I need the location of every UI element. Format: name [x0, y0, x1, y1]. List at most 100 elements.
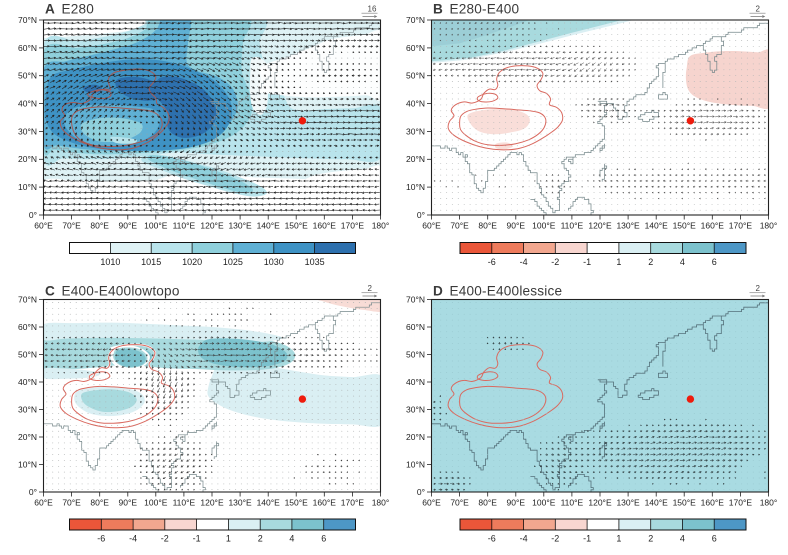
- svg-text:80°E: 80°E: [90, 221, 109, 231]
- svg-text:170°E: 170°E: [341, 498, 365, 508]
- svg-text:60°N: 60°N: [18, 322, 37, 332]
- svg-text:6: 6: [712, 534, 717, 544]
- svg-text:20°N: 20°N: [18, 432, 37, 442]
- svg-text:10°N: 10°N: [406, 459, 425, 469]
- svg-text:100°E: 100°E: [532, 498, 556, 508]
- svg-text:60°N: 60°N: [406, 43, 425, 53]
- svg-text:120°E: 120°E: [588, 498, 612, 508]
- svg-text:60°E: 60°E: [34, 221, 53, 231]
- svg-text:80°E: 80°E: [478, 498, 497, 508]
- svg-text:70°N: 70°N: [18, 294, 37, 304]
- svg-text:110°E: 110°E: [561, 498, 584, 508]
- svg-text:20°N: 20°N: [406, 154, 425, 164]
- svg-text:30°N: 30°N: [18, 126, 37, 136]
- svg-text:30°N: 30°N: [406, 126, 425, 136]
- svg-text:130°E: 130°E: [228, 498, 252, 508]
- svg-text:30°N: 30°N: [18, 404, 37, 414]
- svg-text:150°E: 150°E: [285, 221, 309, 231]
- svg-text:70°E: 70°E: [62, 498, 81, 508]
- svg-text:150°E: 150°E: [285, 498, 309, 508]
- svg-text:1: 1: [226, 534, 231, 544]
- svg-text:70°E: 70°E: [450, 498, 469, 508]
- svg-text:140°E: 140°E: [645, 221, 669, 231]
- svg-text:6: 6: [712, 257, 717, 267]
- svg-text:120°E: 120°E: [200, 498, 224, 508]
- svg-text:140°E: 140°E: [257, 498, 281, 508]
- svg-text:180°: 180°: [760, 221, 778, 231]
- svg-text:1010: 1010: [100, 257, 120, 267]
- svg-text:150°E: 150°E: [673, 498, 697, 508]
- svg-text:4: 4: [289, 534, 294, 544]
- svg-text:170°E: 170°E: [729, 221, 753, 231]
- svg-text:170°E: 170°E: [729, 498, 753, 508]
- svg-text:-6: -6: [488, 534, 496, 544]
- svg-text:2: 2: [368, 284, 373, 293]
- svg-text:0°: 0°: [417, 487, 425, 497]
- svg-text:120°E: 120°E: [588, 221, 612, 231]
- svg-text:120°E: 120°E: [200, 221, 224, 231]
- svg-text:60°E: 60°E: [422, 498, 441, 508]
- svg-text:60°E: 60°E: [34, 498, 53, 508]
- svg-text:80°E: 80°E: [90, 498, 109, 508]
- svg-text:70°E: 70°E: [450, 221, 469, 231]
- svg-text:1020: 1020: [182, 257, 202, 267]
- svg-text:60°N: 60°N: [18, 43, 37, 53]
- svg-text:100°E: 100°E: [144, 221, 168, 231]
- svg-text:2: 2: [756, 5, 761, 14]
- svg-text:110°E: 110°E: [173, 498, 196, 508]
- svg-text:90°E: 90°E: [507, 498, 526, 508]
- svg-text:100°E: 100°E: [532, 221, 556, 231]
- svg-text:-1: -1: [193, 534, 201, 544]
- svg-text:180°: 180°: [760, 498, 778, 508]
- svg-text:0°: 0°: [29, 210, 37, 220]
- svg-text:180°: 180°: [372, 221, 390, 231]
- svg-text:1: 1: [616, 257, 621, 267]
- svg-text:E400-E400lessice: E400-E400lessice: [450, 284, 563, 299]
- svg-text:90°E: 90°E: [507, 221, 526, 231]
- svg-text:50°N: 50°N: [18, 349, 37, 359]
- svg-text:E280: E280: [62, 2, 95, 17]
- svg-text:4: 4: [680, 534, 685, 544]
- svg-text:E280-E400: E280-E400: [450, 2, 520, 17]
- svg-text:90°E: 90°E: [119, 498, 138, 508]
- svg-text:A: A: [45, 2, 55, 17]
- svg-text:-4: -4: [129, 534, 137, 544]
- svg-text:180°: 180°: [372, 498, 390, 508]
- svg-text:-6: -6: [488, 257, 496, 267]
- svg-text:B: B: [433, 2, 443, 17]
- svg-text:140°E: 140°E: [257, 221, 281, 231]
- svg-text:70°E: 70°E: [62, 221, 81, 231]
- svg-text:90°E: 90°E: [119, 221, 138, 231]
- svg-text:60°N: 60°N: [406, 322, 425, 332]
- svg-text:6: 6: [321, 534, 326, 544]
- svg-text:70°N: 70°N: [406, 294, 425, 304]
- svg-text:40°N: 40°N: [18, 377, 37, 387]
- svg-text:1035: 1035: [305, 257, 325, 267]
- svg-text:D: D: [433, 284, 443, 299]
- svg-text:0°: 0°: [417, 210, 425, 220]
- svg-text:160°E: 160°E: [701, 221, 725, 231]
- svg-text:110°E: 110°E: [173, 221, 196, 231]
- svg-text:50°N: 50°N: [406, 71, 425, 81]
- svg-text:10°N: 10°N: [18, 459, 37, 469]
- svg-text:16: 16: [368, 5, 377, 14]
- svg-text:-2: -2: [551, 534, 559, 544]
- svg-text:-6: -6: [97, 534, 105, 544]
- svg-text:30°N: 30°N: [406, 404, 425, 414]
- svg-text:10°N: 10°N: [406, 182, 425, 192]
- svg-text:1025: 1025: [223, 257, 243, 267]
- svg-text:-2: -2: [551, 257, 559, 267]
- svg-text:70°N: 70°N: [406, 15, 425, 25]
- svg-text:60°E: 60°E: [422, 221, 441, 231]
- svg-text:-1: -1: [583, 534, 591, 544]
- svg-text:C: C: [45, 284, 55, 299]
- svg-text:170°E: 170°E: [341, 221, 365, 231]
- svg-text:80°E: 80°E: [478, 221, 497, 231]
- svg-text:20°N: 20°N: [406, 432, 425, 442]
- svg-text:-4: -4: [520, 257, 528, 267]
- svg-text:140°E: 140°E: [645, 498, 669, 508]
- svg-text:160°E: 160°E: [701, 498, 725, 508]
- svg-text:2: 2: [756, 284, 761, 293]
- svg-text:1030: 1030: [264, 257, 284, 267]
- svg-text:4: 4: [680, 257, 685, 267]
